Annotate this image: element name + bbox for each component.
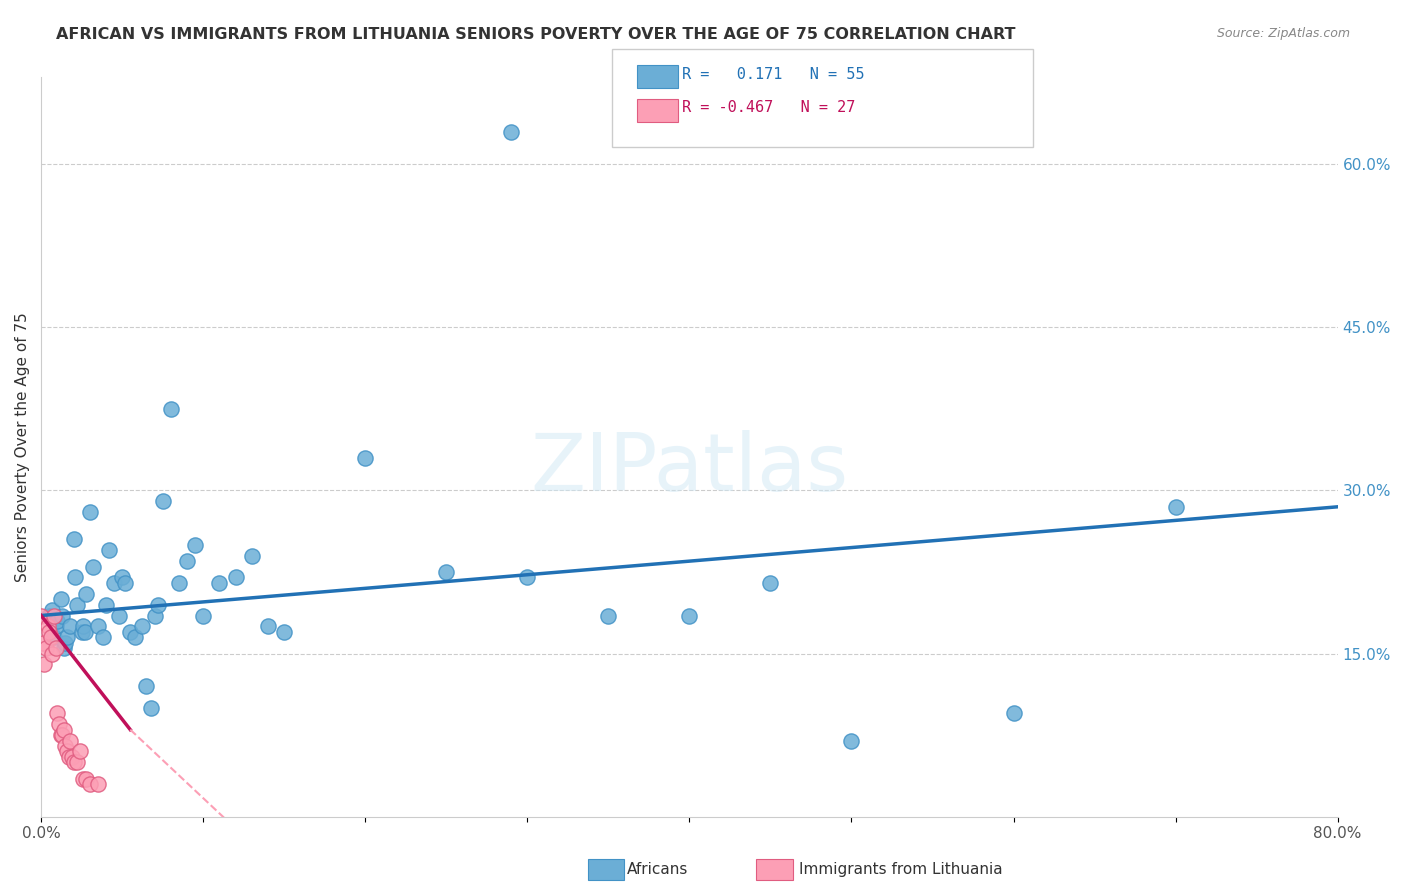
Point <box>434 565 457 579</box>
Point <box>49 728 72 742</box>
Point <box>146 598 169 612</box>
Point <box>56 744 79 758</box>
Point <box>94 598 117 612</box>
Point <box>143 608 166 623</box>
Point <box>51 728 73 742</box>
Point <box>51 608 73 623</box>
Point <box>114 575 136 590</box>
Point <box>79 777 101 791</box>
Point <box>55 635 77 649</box>
Point <box>131 619 153 633</box>
Point <box>52 641 75 656</box>
Point <box>135 679 157 693</box>
Point <box>59 733 82 747</box>
Text: Africans: Africans <box>627 863 689 877</box>
Point <box>225 570 247 584</box>
Point <box>501 125 523 139</box>
Point <box>46 706 69 721</box>
Point <box>759 575 782 590</box>
Text: R =   0.171   N = 55: R = 0.171 N = 55 <box>682 67 865 81</box>
Point <box>49 592 72 607</box>
Point <box>45 619 67 633</box>
Text: Source: ZipAtlas.com: Source: ZipAtlas.com <box>1216 27 1350 40</box>
Point <box>354 450 377 465</box>
Point <box>76 772 98 786</box>
Point <box>56 630 79 644</box>
Point <box>159 401 181 416</box>
Point <box>62 533 84 547</box>
Point <box>240 549 263 563</box>
Point <box>87 619 110 633</box>
Point <box>48 717 70 731</box>
Text: ZIPatlas: ZIPatlas <box>530 430 848 508</box>
Point <box>208 575 231 590</box>
Point <box>72 772 94 786</box>
Point <box>70 624 93 639</box>
Point <box>73 624 96 639</box>
Point <box>39 630 62 644</box>
Point <box>79 505 101 519</box>
Point <box>38 624 60 639</box>
Point <box>598 608 620 623</box>
Point <box>41 647 63 661</box>
Text: AFRICAN VS IMMIGRANTS FROM LITHUANIA SENIORS POVERTY OVER THE AGE OF 75 CORRELAT: AFRICAN VS IMMIGRANTS FROM LITHUANIA SEN… <box>56 27 1015 42</box>
Point <box>62 756 84 770</box>
Point <box>37 619 59 633</box>
Point <box>1002 706 1025 721</box>
Point <box>273 624 295 639</box>
Point <box>82 559 104 574</box>
Point <box>678 608 700 623</box>
Point <box>46 614 69 628</box>
Point <box>841 733 863 747</box>
Point <box>184 538 207 552</box>
Point <box>257 619 280 633</box>
Point <box>176 554 198 568</box>
Point <box>34 657 56 672</box>
Point <box>91 630 114 644</box>
Point <box>103 575 125 590</box>
Point <box>111 570 134 584</box>
Text: Immigrants from Lithuania: Immigrants from Lithuania <box>799 863 1002 877</box>
Point <box>66 756 89 770</box>
Point <box>60 749 83 764</box>
Point <box>98 543 121 558</box>
Point <box>31 635 53 649</box>
Point <box>38 608 60 623</box>
Point <box>72 619 94 633</box>
Point <box>152 494 174 508</box>
Point <box>66 598 89 612</box>
Y-axis label: Seniors Poverty Over the Age of 75: Seniors Poverty Over the Age of 75 <box>15 312 30 582</box>
Point <box>87 777 110 791</box>
Point <box>52 723 75 737</box>
Point <box>42 608 65 623</box>
Point <box>45 641 67 656</box>
Point <box>41 603 63 617</box>
Point <box>30 608 52 623</box>
Point <box>108 608 131 623</box>
Point <box>1164 500 1187 514</box>
Point <box>58 749 80 764</box>
Point <box>76 587 98 601</box>
Point <box>42 630 65 644</box>
Point <box>193 608 215 623</box>
Point <box>35 641 58 656</box>
Point <box>124 630 146 644</box>
Point <box>63 570 86 584</box>
Point <box>120 624 142 639</box>
Text: R = -0.467   N = 27: R = -0.467 N = 27 <box>682 101 855 115</box>
Point <box>69 744 91 758</box>
Point <box>141 701 163 715</box>
Point <box>55 739 77 753</box>
Point <box>167 575 190 590</box>
Point <box>59 619 82 633</box>
Point <box>516 570 538 584</box>
